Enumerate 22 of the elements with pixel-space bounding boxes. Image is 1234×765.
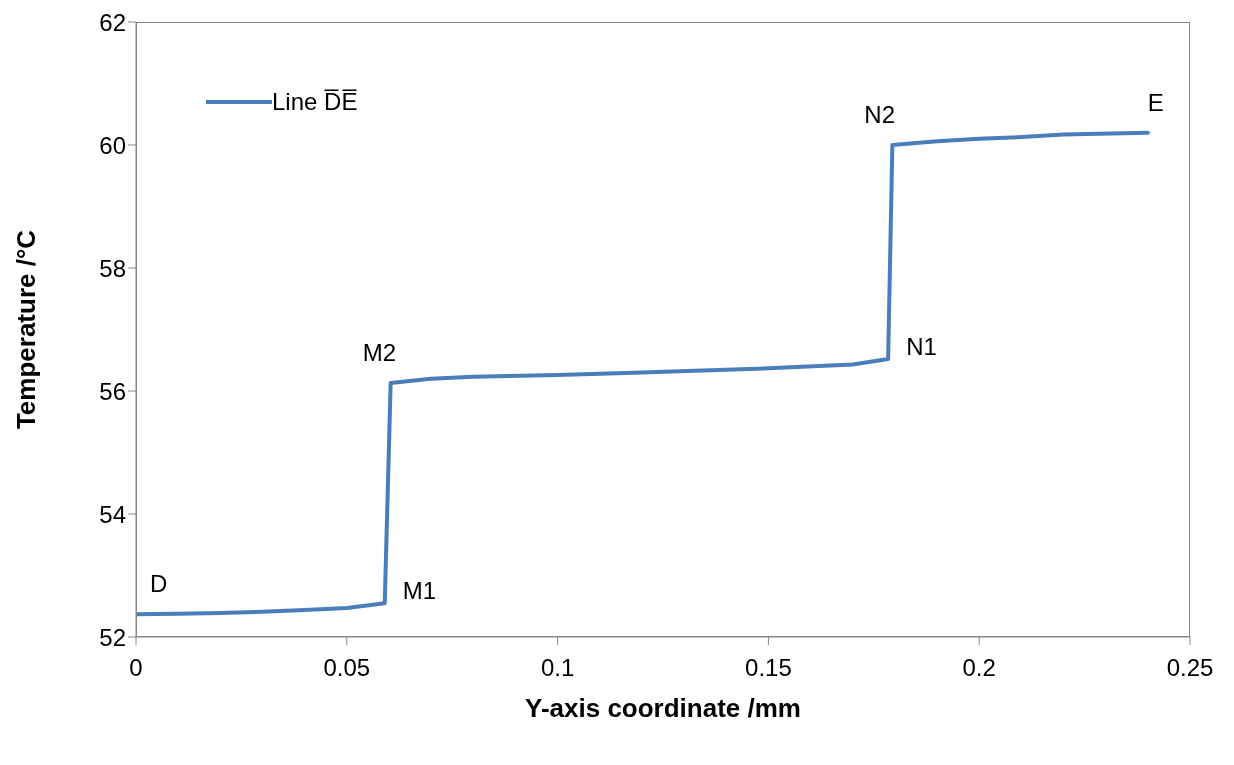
x-tick-label: 0.2 <box>962 654 996 682</box>
annotation: D <box>150 570 168 598</box>
x-axis-title: Y-axis coordinate /mm <box>525 693 801 723</box>
line-series <box>136 130 1150 617</box>
annotation: N1 <box>906 333 937 361</box>
x-tick-label: 0.25 <box>1166 654 1214 682</box>
y-tick-label: 52 <box>99 623 126 651</box>
y-tick-label: 56 <box>99 377 126 405</box>
x-tick-label: 0.1 <box>540 654 575 682</box>
x-tick-label: 0.15 <box>745 654 792 682</box>
legend-label: Line D̅E̅ <box>272 88 358 116</box>
x-tick-label: 0.05 <box>323 654 371 682</box>
y-tick-label: 60 <box>99 131 126 159</box>
annotation: N2 <box>864 101 896 128</box>
annotation: M2 <box>362 339 396 367</box>
y-tick-label: 58 <box>99 254 126 282</box>
y-axis-title: Temperature /°C <box>11 229 42 430</box>
y-tick-label: 62 <box>99 8 126 36</box>
annotation: E <box>1147 88 1164 116</box>
y-tick-label: 54 <box>99 500 126 528</box>
x-tick-label: 0 <box>129 654 143 682</box>
annotation: M1 <box>402 577 437 605</box>
